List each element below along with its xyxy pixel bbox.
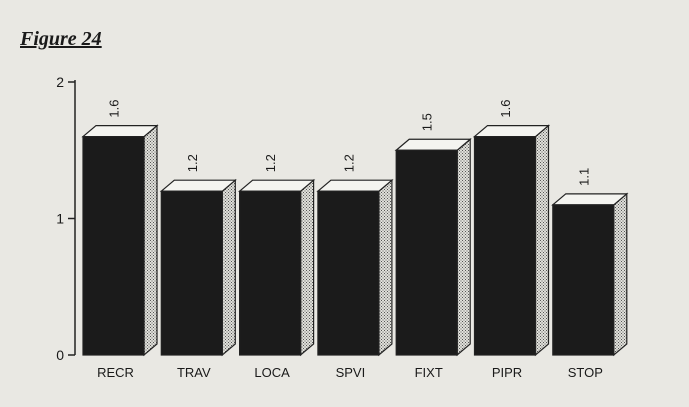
value-label: 1.2 — [185, 154, 200, 172]
value-label: 1.6 — [498, 100, 513, 118]
category-label: RECR — [97, 365, 134, 380]
bar-side — [534, 124, 550, 357]
bar-recr — [81, 124, 159, 357]
bar-front — [317, 190, 380, 356]
bar-front — [552, 204, 615, 356]
category-label: TRAV — [177, 365, 211, 380]
bar-side — [300, 178, 315, 357]
category-labels: RECR TRAV LOCA SPVI FIXT PIPR STOP — [97, 365, 603, 380]
bar-front — [160, 190, 223, 356]
bar-top — [159, 179, 237, 192]
y-tick-label: 1 — [56, 211, 64, 227]
bar-top — [394, 138, 472, 151]
value-label: 1.5 — [420, 113, 435, 131]
bar-top — [81, 124, 159, 138]
bar-spvi — [316, 178, 394, 357]
bar-trav — [159, 178, 237, 357]
bar-side — [221, 178, 236, 357]
category-label: LOCA — [254, 365, 290, 380]
figure-title: Figure 24 — [20, 28, 102, 50]
bars — [81, 124, 629, 357]
bar-front — [239, 190, 302, 356]
value-label: 1.2 — [341, 154, 356, 172]
category-label: FIXT — [415, 365, 443, 380]
bar-side — [613, 192, 628, 357]
category-label: STOP — [568, 365, 603, 380]
bar-top — [316, 179, 394, 192]
y-tick-label: 2 — [56, 74, 64, 90]
bar-side — [456, 137, 471, 357]
bar-front — [395, 149, 458, 356]
bar-side — [378, 178, 393, 357]
bar-side — [143, 124, 158, 357]
value-label: 1.6 — [107, 100, 122, 118]
bar-top — [551, 193, 629, 206]
category-label: SPVI — [336, 365, 366, 380]
value-label: 1.1 — [576, 168, 591, 186]
value-labels: 1.6 1.2 1.2 1.2 1.5 1.6 1.1 — [107, 100, 592, 186]
value-label: 1.2 — [263, 154, 278, 172]
y-axis: 0 1 2 — [56, 74, 76, 363]
bar-front — [473, 136, 537, 356]
category-label: PIPR — [492, 365, 522, 380]
bar-top — [237, 179, 316, 192]
bar-stop — [551, 192, 629, 357]
bar-top — [472, 124, 551, 138]
bar-front — [82, 136, 145, 356]
bar-pipr — [472, 124, 551, 357]
bar-fixt — [394, 137, 472, 357]
y-tick-label: 0 — [56, 347, 64, 363]
bar-loca — [237, 178, 316, 357]
